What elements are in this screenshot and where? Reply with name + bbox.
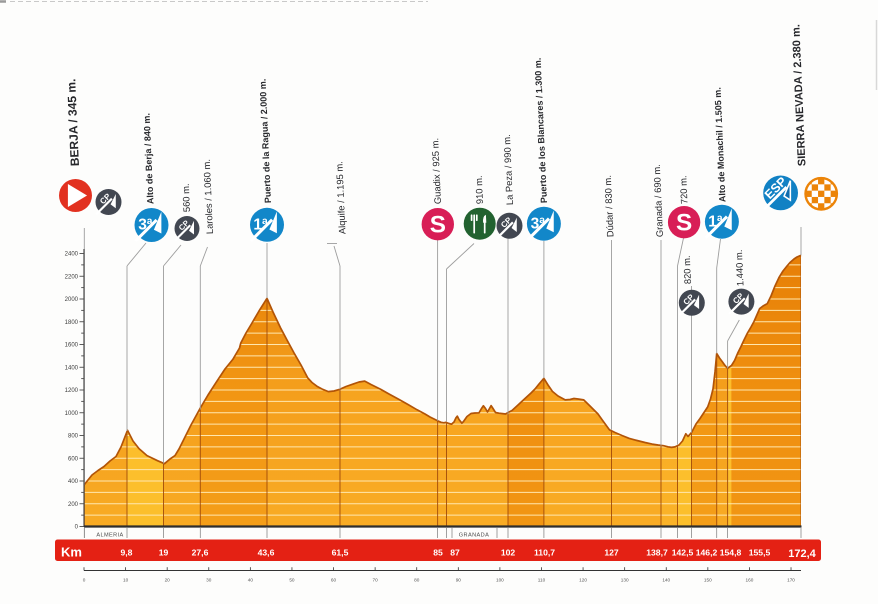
svg-text:110: 110 bbox=[538, 578, 546, 583]
svg-text:1800: 1800 bbox=[65, 320, 79, 326]
svg-text:BERJA / 345 m.: BERJA / 345 m. bbox=[64, 78, 82, 166]
svg-text:1ª: 1ª bbox=[708, 213, 723, 230]
svg-text:30: 30 bbox=[206, 578, 212, 583]
svg-text:87: 87 bbox=[450, 548, 460, 558]
svg-text:80: 80 bbox=[414, 578, 420, 583]
svg-text:140: 140 bbox=[662, 578, 670, 583]
svg-text:Dúdar / 830 m.: Dúdar / 830 m. bbox=[602, 175, 616, 237]
svg-text:60: 60 bbox=[331, 578, 337, 583]
svg-text:Laroles / 1.060 m.: Laroles / 1.060 m. bbox=[201, 159, 215, 234]
svg-text:600: 600 bbox=[68, 456, 79, 462]
svg-text:ALMERIA: ALMERIA bbox=[96, 533, 123, 539]
svg-text:20: 20 bbox=[165, 578, 171, 583]
svg-text:154,8: 154,8 bbox=[720, 548, 742, 558]
svg-text:19: 19 bbox=[159, 548, 169, 558]
svg-text:Alquife / 1.195 m.: Alquife / 1.195 m. bbox=[333, 161, 347, 234]
svg-text:1600: 1600 bbox=[65, 343, 79, 349]
svg-text:1ª: 1ª bbox=[253, 216, 268, 233]
svg-text:27,6: 27,6 bbox=[192, 548, 209, 558]
svg-text:150: 150 bbox=[704, 578, 712, 583]
svg-text:560 m.: 560 m. bbox=[180, 183, 192, 212]
svg-text:1000: 1000 bbox=[65, 411, 79, 417]
svg-text:40: 40 bbox=[248, 578, 254, 583]
svg-text:820 m.: 820 m. bbox=[681, 255, 693, 284]
svg-text:2000: 2000 bbox=[65, 297, 79, 303]
svg-text:0: 0 bbox=[75, 525, 79, 531]
svg-text:10: 10 bbox=[123, 578, 129, 583]
svg-text:720 m.: 720 m. bbox=[677, 175, 689, 204]
svg-text:La Peza / 990 m.: La Peza / 990 m. bbox=[501, 134, 515, 205]
svg-text:170: 170 bbox=[787, 578, 795, 583]
svg-text:1.440 m.: 1.440 m. bbox=[733, 249, 746, 286]
svg-text:3ª: 3ª bbox=[138, 217, 153, 234]
svg-text:61,5: 61,5 bbox=[332, 548, 349, 558]
svg-text:146,2: 146,2 bbox=[696, 548, 718, 558]
svg-text:0: 0 bbox=[83, 578, 86, 583]
svg-text:S: S bbox=[676, 210, 692, 237]
svg-text:Granada / 690 m.: Granada / 690 m. bbox=[651, 164, 665, 237]
svg-text:9,8: 9,8 bbox=[121, 548, 133, 558]
svg-text:70: 70 bbox=[373, 578, 379, 583]
svg-text:2200: 2200 bbox=[65, 274, 79, 280]
svg-text:200: 200 bbox=[68, 502, 79, 508]
svg-text:138,7: 138,7 bbox=[646, 548, 668, 558]
svg-text:910 m.: 910 m. bbox=[473, 175, 485, 204]
svg-text:50: 50 bbox=[289, 578, 295, 583]
svg-text:130: 130 bbox=[621, 578, 629, 583]
svg-text:127: 127 bbox=[604, 548, 619, 558]
svg-text:160: 160 bbox=[746, 578, 754, 583]
svg-text:Km: Km bbox=[61, 545, 82, 560]
svg-text:155,5: 155,5 bbox=[749, 548, 771, 558]
svg-text:142,5: 142,5 bbox=[672, 548, 694, 558]
svg-text:100: 100 bbox=[496, 578, 504, 583]
svg-text:1200: 1200 bbox=[65, 388, 79, 394]
svg-text:2400: 2400 bbox=[65, 252, 79, 258]
svg-text:43,6: 43,6 bbox=[258, 548, 275, 558]
svg-text:GRANADA: GRANADA bbox=[459, 533, 489, 539]
svg-text:102: 102 bbox=[501, 548, 516, 558]
svg-text:1400: 1400 bbox=[65, 365, 79, 371]
svg-text:110,7: 110,7 bbox=[534, 548, 555, 558]
svg-text:120: 120 bbox=[579, 578, 587, 583]
svg-text:400: 400 bbox=[68, 479, 79, 485]
svg-text:Guadix / 925 m.: Guadix / 925 m. bbox=[429, 138, 443, 205]
svg-text:800: 800 bbox=[68, 434, 79, 440]
svg-text:85: 85 bbox=[433, 548, 443, 558]
svg-text:Alto de Berja / 840 m.: Alto de Berja / 840 m. bbox=[142, 113, 156, 204]
svg-text:S: S bbox=[430, 212, 446, 239]
svg-text:3ª: 3ª bbox=[531, 215, 546, 232]
svg-text:172,4: 172,4 bbox=[788, 548, 816, 560]
svg-text:90: 90 bbox=[456, 578, 462, 583]
